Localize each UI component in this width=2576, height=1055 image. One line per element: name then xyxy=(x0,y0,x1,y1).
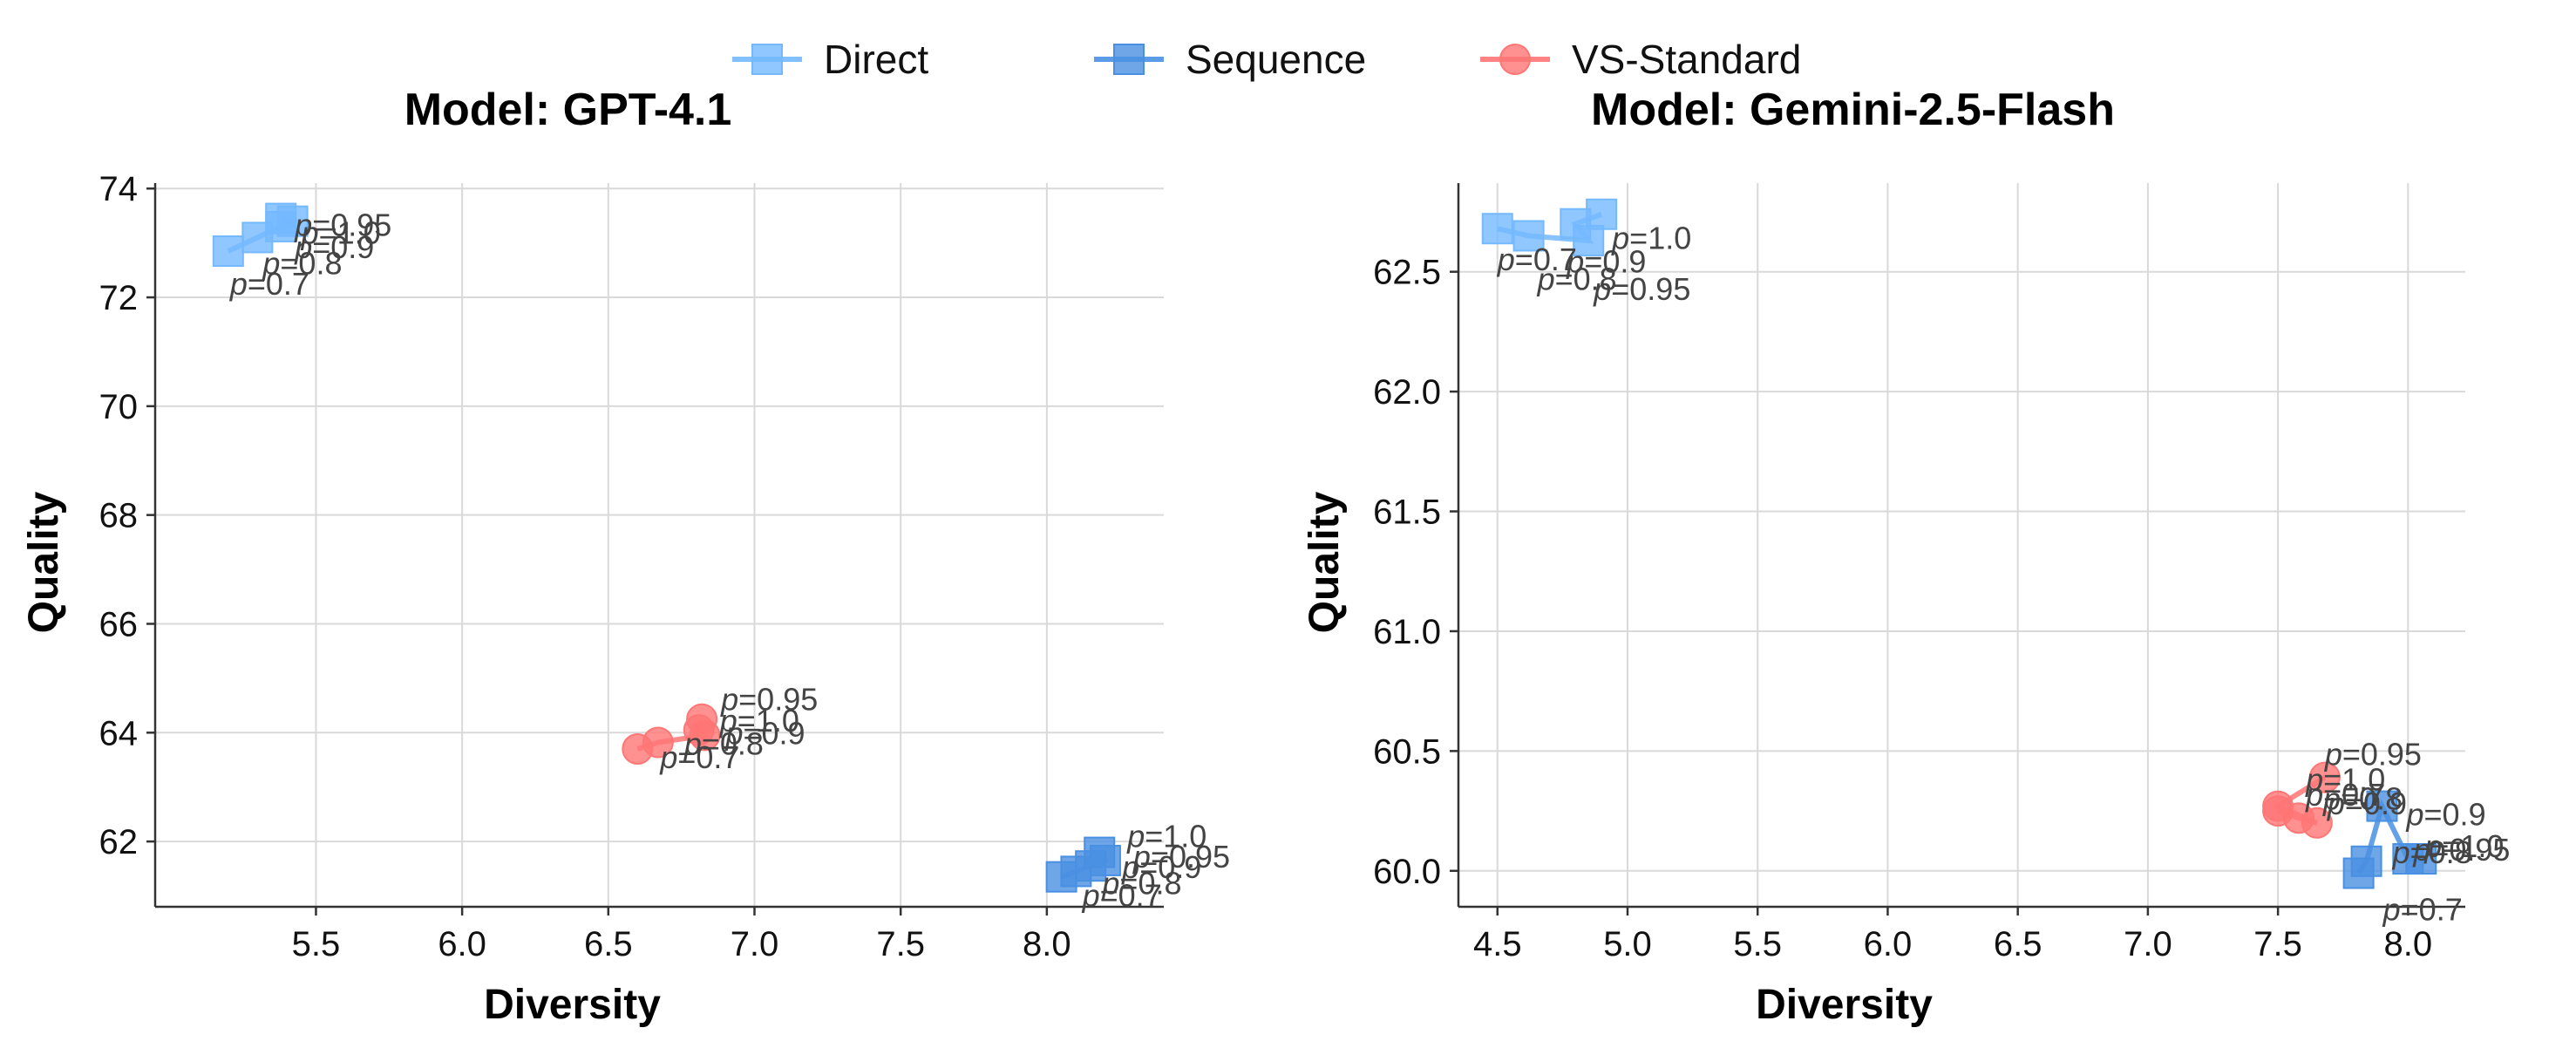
y-tick-label: 70 xyxy=(99,388,139,426)
data-point xyxy=(686,703,718,735)
point-label: p=1.0 xyxy=(1126,819,1206,854)
legend-label: Direct xyxy=(824,37,928,82)
y-tick-label: 72 xyxy=(99,279,139,317)
x-tick-label: 6.5 xyxy=(584,925,633,963)
y-tick-label: 62.0 xyxy=(1373,373,1441,412)
x-axis-label: Diversity xyxy=(484,982,661,1028)
data-point xyxy=(1084,836,1116,868)
data-point xyxy=(2350,845,2382,877)
legend-item-sequence: Sequence xyxy=(1094,37,1366,82)
point-label: p=0.95 xyxy=(2412,832,2510,868)
data-point xyxy=(2301,807,2333,839)
x-tick-label: 8.0 xyxy=(2384,925,2433,963)
data-point xyxy=(1586,198,1618,230)
panel-title: Model: GPT-4.1 xyxy=(404,85,732,135)
point-label: p=0.95 xyxy=(2324,737,2422,773)
data-point xyxy=(265,202,297,235)
x-tick-label: 5.0 xyxy=(1603,925,1652,963)
data-point xyxy=(642,726,674,759)
data-point xyxy=(212,235,244,268)
x-tick-label: 5.5 xyxy=(1733,925,1782,963)
point-label: p=1.0 xyxy=(2423,828,2504,864)
y-axis-label: Quality xyxy=(1302,491,1348,633)
legend-marker xyxy=(1113,44,1145,75)
y-tick-label: 61.0 xyxy=(1373,613,1441,651)
legend-marker xyxy=(751,44,783,75)
x-tick-label: 7.5 xyxy=(2253,925,2302,963)
point-label: p=0.9 xyxy=(724,715,805,751)
chart-panel-gpt-4-1: 5.5 6.0 6.5 7.0 7.5 8.0 62 64 66 68 70 72 74 Model: G… xyxy=(21,85,1230,1028)
point-label: p=0.7 xyxy=(659,739,739,775)
point-label: p=0.7 xyxy=(1082,878,1162,914)
grid xyxy=(1458,183,2465,907)
data-point xyxy=(1481,213,1513,245)
legend: Direct Sequence VS-Standard xyxy=(732,37,1801,82)
y-tick-label: 62.5 xyxy=(1373,254,1441,292)
point-label: p=1.0 xyxy=(301,215,381,251)
y-tick-label: 74 xyxy=(99,170,139,208)
legend-item-direct: Direct xyxy=(732,37,928,82)
point-label: p=0.7 xyxy=(2382,892,2463,928)
point-label: p=0.7 xyxy=(229,266,309,302)
point-label: p=0.7 xyxy=(1497,242,1577,277)
x-tick-label: 6.5 xyxy=(1994,925,2042,963)
series-vs-standard: p=0.7p=0.8p=0.9p=1.0p=0.95 xyxy=(2262,737,2422,839)
point-label: p=0.95 xyxy=(720,682,818,718)
data-point xyxy=(1560,208,1592,240)
point-label: p=1.0 xyxy=(2305,762,2385,798)
point-label: p=0.9 xyxy=(2405,797,2485,833)
data-point xyxy=(1512,220,1545,252)
y-tick-label: 61.5 xyxy=(1373,493,1441,532)
chart-panel-gemini-2-5-flash: 4.5 5.0 5.5 6.0 6.5 7.0 7.5 8.0 60.0 60.5 61.0 61.5… xyxy=(1302,85,2510,1028)
x-tick-label: 7.0 xyxy=(731,925,779,963)
point-label: p=1.0 xyxy=(719,703,799,738)
legend-label: VS-Standard xyxy=(1572,37,1801,82)
y-tick-label: 64 xyxy=(99,714,139,752)
y-tick-label: 60.5 xyxy=(1373,732,1441,771)
x-tick-label: 8.0 xyxy=(1023,925,1071,963)
legend-label: Sequence xyxy=(1186,37,1366,82)
y-tick-label: 68 xyxy=(99,497,139,535)
x-tick-label: 5.5 xyxy=(292,925,341,963)
point-label: p=0.9 xyxy=(2327,786,2407,821)
series-vs-standard: p=0.7p=0.8p=0.9p=1.0p=0.95 xyxy=(622,682,818,775)
data-point xyxy=(2405,843,2437,875)
x-tick-label: 7.0 xyxy=(2124,925,2172,963)
x-tick-label: 6.0 xyxy=(438,925,486,963)
point-label: p=0.9 xyxy=(1566,244,1646,280)
series-sequence: p=0.7p=0.8p=0.9p=0.95p=1.0 xyxy=(1045,819,1230,914)
point-label: p=0.8 xyxy=(262,245,342,281)
point-label: p=0.95 xyxy=(1132,839,1230,875)
x-tick-label: 7.5 xyxy=(876,925,925,963)
point-label: p=0.95 xyxy=(294,208,391,243)
y-tick-label: 66 xyxy=(99,605,139,643)
series-sequence: p=0.7 p=0.8p=0.9p=0.95p=1.0 xyxy=(2342,790,2510,928)
series-direct: p=0.7p=0.8p=0.95p=0.9p=1.0 xyxy=(1481,198,1691,307)
x-tick-label: 6.0 xyxy=(1864,925,1913,963)
legend-marker xyxy=(1499,44,1531,75)
point-label: p=0.95 xyxy=(1593,271,1690,307)
x-axis-label: Diversity xyxy=(1756,982,1933,1028)
point-label: p=0.8 xyxy=(683,726,764,762)
point-label: p=0.8 xyxy=(1101,865,1181,901)
point-label: p=0.9 xyxy=(294,229,374,265)
y-axis-label: Quality xyxy=(21,491,67,633)
series-direct: p=0.7p=0.8p=0.9p=1.0p=0.95 xyxy=(212,202,391,302)
data-point xyxy=(2366,790,2398,822)
x-tick-label: 4.5 xyxy=(1473,925,1522,963)
grid xyxy=(155,183,1164,907)
point-label: p=0.8 xyxy=(1537,261,1617,296)
y-tick-label: 62 xyxy=(99,823,139,861)
y-tick-label: 60.0 xyxy=(1373,853,1441,891)
data-point xyxy=(2262,790,2294,822)
point-label: p=0.7 xyxy=(2305,777,2385,813)
point-label: p=1.0 xyxy=(1611,221,1691,256)
panel-title: Model: Gemini-2.5-Flash xyxy=(1591,85,2115,135)
point-label: p=0.8 xyxy=(2392,834,2472,870)
data-point xyxy=(2308,761,2341,793)
legend-item-vs-standard: VS-Standard xyxy=(1480,37,1801,82)
point-label: p=0.8 xyxy=(2322,780,2403,816)
point-label: p=0.9 xyxy=(1121,849,1201,885)
